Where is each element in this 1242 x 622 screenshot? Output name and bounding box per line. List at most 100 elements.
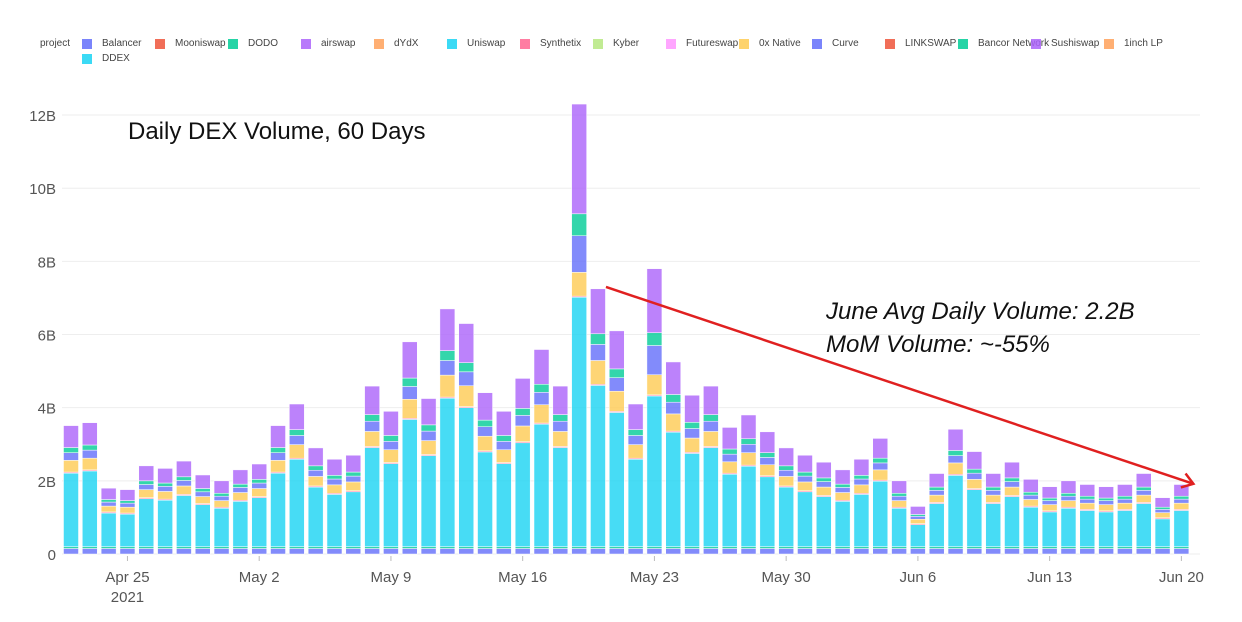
bar-segment-uniswap[interactable] (100, 512, 117, 547)
bar-segment-dodo[interactable] (1173, 546, 1190, 549)
bar-segment-dodo[interactable] (966, 546, 983, 549)
bar-segment-dodo[interactable] (797, 546, 813, 549)
bar-segment-sushiswap[interactable] (1004, 461, 1020, 479)
bar-segment-uniswap[interactable] (853, 494, 870, 547)
bar-segment-uniswap[interactable] (82, 470, 98, 547)
bar-segment-dodo[interactable] (853, 546, 870, 549)
bar-segment-balancer[interactable] (928, 548, 945, 555)
bar-segment-dodo[interactable] (477, 546, 493, 549)
bar-segment-dodo[interactable] (496, 546, 512, 549)
bar-segment-0x-native[interactable] (1173, 502, 1190, 510)
bar-segment-balancer[interactable] (1023, 548, 1039, 555)
bar-segment-bancor-network[interactable] (571, 213, 587, 237)
bar-segment-dodo[interactable] (270, 546, 286, 549)
bar-segment-uniswap[interactable] (740, 465, 757, 547)
bar-segment-uniswap[interactable] (251, 497, 267, 547)
bar-segment-0x-native[interactable] (345, 481, 362, 491)
bar-segment-curve[interactable] (213, 495, 230, 501)
bar-segment-bancor-network[interactable] (552, 414, 569, 422)
bar-segment-0x-native[interactable] (891, 500, 907, 508)
bar-segment-curve[interactable] (609, 377, 625, 392)
bar-segment-bancor-network[interactable] (665, 394, 681, 403)
bar-segment-0x-native[interactable] (834, 492, 851, 501)
bar-segment-dodo[interactable] (1117, 546, 1133, 549)
bar-segment-sushiswap[interactable] (1154, 497, 1171, 508)
bar-segment-bancor-network[interactable] (251, 479, 267, 484)
bar-segment-curve[interactable] (797, 475, 813, 483)
legend-item[interactable]: airswap (301, 38, 355, 49)
bar-segment-curve[interactable] (176, 480, 192, 487)
bar-segment-0x-native[interactable] (119, 506, 136, 514)
bar-segment-uniswap[interactable] (138, 498, 155, 547)
bar-segment-uniswap[interactable] (458, 407, 474, 547)
bar-segment-uniswap[interactable] (307, 486, 324, 547)
bar-segment-uniswap[interactable] (326, 494, 343, 547)
bar-segment-sushiswap[interactable] (533, 349, 550, 385)
bar-segment-0x-native[interactable] (63, 460, 79, 473)
bar-segment-bancor-network[interactable] (910, 514, 926, 517)
bar-segment-balancer[interactable] (703, 548, 719, 555)
bar-segment-bancor-network[interactable] (721, 448, 738, 455)
bar-segment-bancor-network[interactable] (1154, 506, 1171, 510)
bar-segment-balancer[interactable] (100, 548, 117, 555)
bar-segment-sushiswap[interactable] (1060, 480, 1077, 494)
bar-segment-dodo[interactable] (251, 546, 267, 549)
bar-segment-curve[interactable] (1173, 498, 1190, 504)
bar-segment-sushiswap[interactable] (778, 447, 794, 467)
bar-segment-balancer[interactable] (514, 548, 531, 555)
bar-segment-dodo[interactable] (63, 546, 79, 549)
bar-segment-0x-native[interactable] (307, 476, 324, 487)
bar-segment-curve[interactable] (759, 457, 776, 465)
bar-segment-curve[interactable] (251, 482, 267, 489)
bar-segment-0x-native[interactable] (552, 431, 569, 447)
bar-segment-balancer[interactable] (458, 548, 474, 555)
bar-segment-dodo[interactable] (1023, 546, 1039, 549)
bar-segment-bancor-network[interactable] (928, 486, 945, 491)
bar-segment-bancor-network[interactable] (684, 422, 700, 429)
bar-segment-balancer[interactable] (910, 548, 926, 555)
bar-segment-uniswap[interactable] (1173, 510, 1190, 547)
bar-segment-sushiswap[interactable] (1023, 479, 1039, 493)
bar-segment-0x-native[interactable] (985, 494, 1001, 503)
bar-segment-0x-native[interactable] (928, 494, 945, 503)
bar-segment-0x-native[interactable] (609, 390, 625, 412)
bar-segment-dodo[interactable] (345, 546, 362, 549)
bar-segment-bancor-network[interactable] (514, 408, 531, 416)
bar-segment-sushiswap[interactable] (496, 411, 512, 436)
bar-segment-bancor-network[interactable] (853, 475, 870, 480)
bar-segment-0x-native[interactable] (646, 374, 663, 396)
bar-segment-dodo[interactable] (627, 546, 644, 549)
bar-segment-sushiswap[interactable] (721, 427, 738, 450)
bar-segment-0x-native[interactable] (514, 425, 531, 442)
bar-segment-0x-native[interactable] (458, 385, 474, 407)
bar-segment-bancor-network[interactable] (797, 471, 813, 477)
bar-segment-curve[interactable] (985, 490, 1001, 496)
bar-segment-dodo[interactable] (533, 546, 550, 549)
bar-segment-dodo[interactable] (834, 546, 851, 549)
bar-segment-sushiswap[interactable] (194, 474, 211, 489)
bar-segment-bancor-network[interactable] (985, 486, 1001, 491)
bar-segment-0x-native[interactable] (1135, 494, 1152, 503)
bar-segment-balancer[interactable] (816, 548, 832, 555)
bar-segment-dodo[interactable] (232, 546, 249, 549)
bar-segment-uniswap[interactable] (947, 475, 964, 547)
bar-segment-0x-native[interactable] (1041, 504, 1058, 512)
bar-segment-bancor-network[interactable] (1173, 495, 1190, 500)
bar-segment-0x-native[interactable] (533, 404, 550, 424)
bar-segment-sushiswap[interactable] (345, 454, 362, 473)
bar-segment-uniswap[interactable] (1079, 510, 1096, 547)
bar-segment-uniswap[interactable] (928, 503, 945, 547)
bar-segment-bancor-network[interactable] (1117, 495, 1133, 500)
bar-segment-dodo[interactable] (119, 546, 136, 549)
bar-segment-0x-native[interactable] (910, 518, 926, 524)
bar-segment-balancer[interactable] (740, 548, 757, 555)
bar-segment-bancor-network[interactable] (1060, 493, 1077, 497)
bar-segment-dodo[interactable] (571, 546, 587, 549)
bar-segment-uniswap[interactable] (176, 495, 192, 547)
bar-segment-balancer[interactable] (1117, 548, 1133, 555)
bar-segment-uniswap[interactable] (402, 419, 418, 547)
bar-segment-0x-native[interactable] (721, 461, 738, 474)
bar-segment-curve[interactable] (364, 420, 380, 432)
bar-segment-uniswap[interactable] (514, 442, 531, 547)
bar-segment-balancer[interactable] (947, 548, 964, 555)
